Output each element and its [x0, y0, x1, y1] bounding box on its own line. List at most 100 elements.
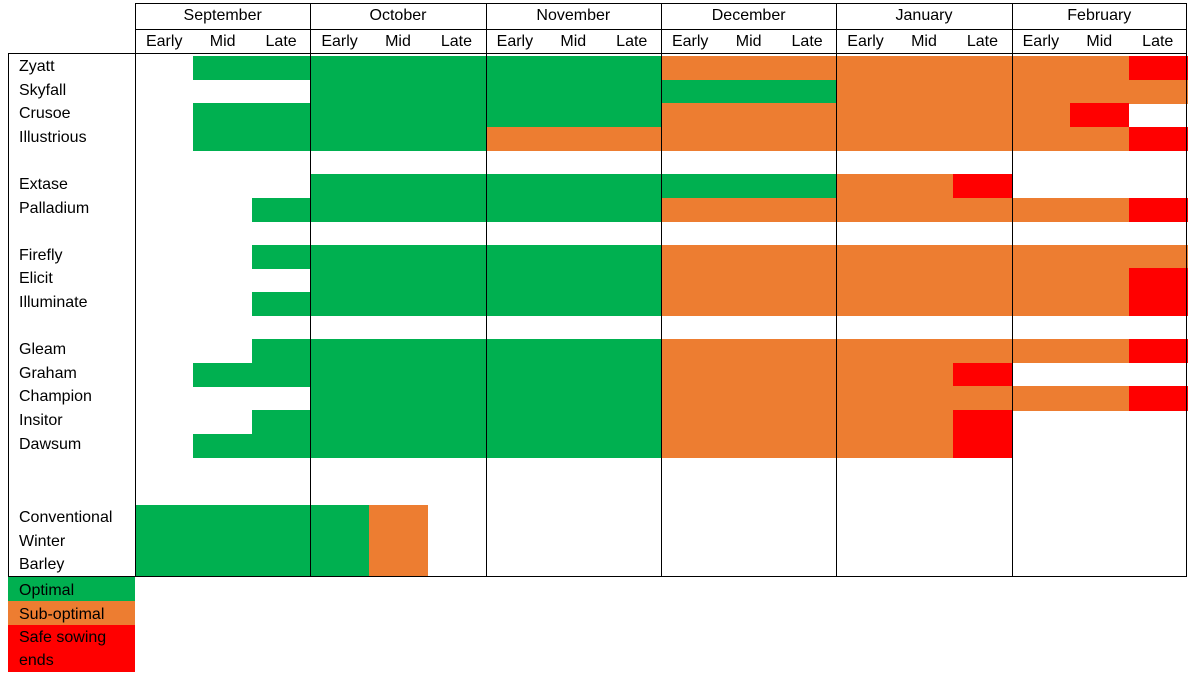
- variety-illuminate-suboptimal-cell: [777, 292, 837, 317]
- variety-zyatt-optimal-cell: [427, 56, 487, 81]
- variety-insitor-suboptimal-cell: [777, 410, 837, 435]
- variety-illustrious-optimal-cell: [193, 126, 253, 151]
- variety-champion-suboptimal-cell: [777, 386, 837, 411]
- period-header: Late: [616, 33, 648, 50]
- variety-firefly-suboptimal-cell: [1128, 244, 1188, 269]
- period-header: Late: [440, 33, 472, 50]
- variety-insitor-optimal-cell: [544, 410, 604, 435]
- variety-crusoe-optimal-cell: [485, 103, 545, 128]
- variety-champion-suboptimal-cell: [1011, 386, 1071, 411]
- variety-graham-optimal-cell: [193, 362, 253, 387]
- grid-line: [135, 3, 136, 576]
- variety-skyfall-suboptimal-cell: [894, 79, 954, 104]
- period-header: Late: [966, 33, 998, 50]
- variety-skyfall-optimal-cell: [310, 79, 370, 104]
- variety-firefly-optimal-cell: [602, 244, 662, 269]
- variety-extase-optimal-cell: [660, 174, 721, 199]
- variety-extase-suboptimal-cell: [836, 174, 896, 199]
- variety-elicit-suboptimal-cell: [777, 268, 837, 293]
- period-header: Early: [321, 33, 358, 50]
- variety-firefly-optimal-cell: [485, 244, 545, 269]
- variety-dawsum-optimal-cell: [544, 433, 604, 458]
- variety-champion-suboptimal-cell: [1070, 386, 1130, 411]
- variety-insitor-suboptimal-cell: [894, 410, 954, 435]
- variety-zyatt-optimal-cell: [485, 56, 545, 81]
- variety-label: Illuminate: [19, 294, 88, 311]
- variety-crusoe-optimal-cell: [427, 103, 487, 128]
- variety-graham-suboptimal-cell: [777, 362, 837, 387]
- variety-illuminate-safe-end-cell: [1128, 292, 1188, 317]
- variety-firefly-suboptimal-cell: [777, 244, 837, 269]
- variety-firefly-suboptimal-cell: [836, 244, 896, 269]
- variety-palladium-optimal-cell: [368, 197, 428, 222]
- variety-illustrious-suboptimal-cell: [777, 126, 837, 151]
- legend-label: Sub-optimal: [19, 606, 105, 623]
- variety-elicit-safe-end-cell: [1128, 268, 1188, 293]
- variety-illuminate-optimal-cell: [602, 292, 662, 317]
- variety-gleam-optimal-cell: [427, 339, 487, 364]
- variety-insitor-optimal-cell: [368, 410, 428, 435]
- variety-insitor-optimal-cell: [427, 410, 487, 435]
- variety-illuminate-optimal-cell: [368, 292, 428, 317]
- variety-label: Illustrious: [19, 128, 87, 146]
- variety-gleam-suboptimal-cell: [1070, 339, 1130, 364]
- conventional-barley-optimal-cell: [251, 505, 311, 577]
- variety-palladium-optimal-cell: [544, 197, 604, 222]
- variety-zyatt-optimal-cell: [544, 56, 604, 81]
- variety-skyfall-suboptimal-cell: [1070, 79, 1130, 104]
- variety-champion-suboptimal-cell: [660, 386, 721, 411]
- legend-label: Optimal: [19, 582, 75, 599]
- variety-illustrious-suboptimal-cell: [544, 126, 604, 151]
- variety-extase-safe-end-cell: [953, 174, 1013, 199]
- variety-illuminate-optimal-cell: [544, 292, 604, 317]
- legend-swatch-optimal: [8, 577, 135, 601]
- variety-gleam-suboptimal-cell: [953, 339, 1013, 364]
- variety-label: Extase: [19, 176, 68, 193]
- variety-dawsum-optimal-cell: [368, 433, 428, 458]
- variety-palladium-optimal-cell: [602, 197, 662, 222]
- variety-dawsum-optimal-cell: [602, 433, 662, 458]
- variety-firefly-suboptimal-cell: [660, 244, 721, 269]
- variety-illuminate-suboptimal-cell: [836, 292, 896, 317]
- variety-gleam-suboptimal-cell: [836, 339, 896, 364]
- variety-elicit-suboptimal-cell: [719, 268, 779, 293]
- variety-dawsum-optimal-cell: [485, 433, 545, 458]
- variety-dawsum-suboptimal-cell: [894, 433, 954, 458]
- variety-extase-optimal-cell: [485, 174, 545, 199]
- variety-crusoe-optimal-cell: [251, 103, 311, 128]
- variety-palladium-optimal-cell: [251, 197, 311, 222]
- variety-illuminate-suboptimal-cell: [894, 292, 954, 317]
- variety-dawsum-optimal-cell: [427, 433, 487, 458]
- conventional-barley-optimal-cell: [310, 505, 370, 577]
- variety-gleam-suboptimal-cell: [1011, 339, 1071, 364]
- variety-zyatt-optimal-cell: [310, 56, 370, 81]
- variety-illustrious-suboptimal-cell: [953, 126, 1013, 151]
- variety-graham-optimal-cell: [544, 362, 604, 387]
- period-header: Early: [496, 33, 534, 50]
- variety-extase-optimal-cell: [777, 174, 837, 199]
- variety-firefly-optimal-cell: [368, 244, 428, 269]
- variety-crusoe-suboptimal-cell: [953, 103, 1013, 128]
- variety-champion-suboptimal-cell: [953, 386, 1013, 411]
- variety-skyfall-optimal-cell: [602, 79, 662, 104]
- variety-palladium-suboptimal-cell: [836, 197, 896, 222]
- variety-illustrious-suboptimal-cell: [660, 126, 721, 151]
- variety-label: Skyfall: [19, 81, 67, 99]
- month-header: February: [1067, 7, 1132, 24]
- grid-line: [8, 53, 9, 576]
- variety-gleam-optimal-cell: [485, 339, 545, 364]
- period-header: Early: [1022, 33, 1060, 50]
- variety-illuminate-suboptimal-cell: [1070, 292, 1130, 317]
- grid-line: [135, 29, 1187, 30]
- variety-zyatt-optimal-cell: [602, 56, 662, 81]
- variety-dawsum-suboptimal-cell: [660, 433, 721, 458]
- grid-line: [310, 3, 311, 576]
- grid-line: [1012, 3, 1013, 576]
- variety-zyatt-optimal-cell: [368, 56, 428, 81]
- variety-illuminate-optimal-cell: [310, 292, 370, 317]
- variety-dawsum-suboptimal-cell: [719, 433, 779, 458]
- period-header: Mid: [735, 33, 762, 50]
- variety-crusoe-suboptimal-cell: [660, 103, 721, 128]
- variety-illustrious-suboptimal-cell: [485, 126, 545, 151]
- variety-graham-suboptimal-cell: [894, 362, 954, 387]
